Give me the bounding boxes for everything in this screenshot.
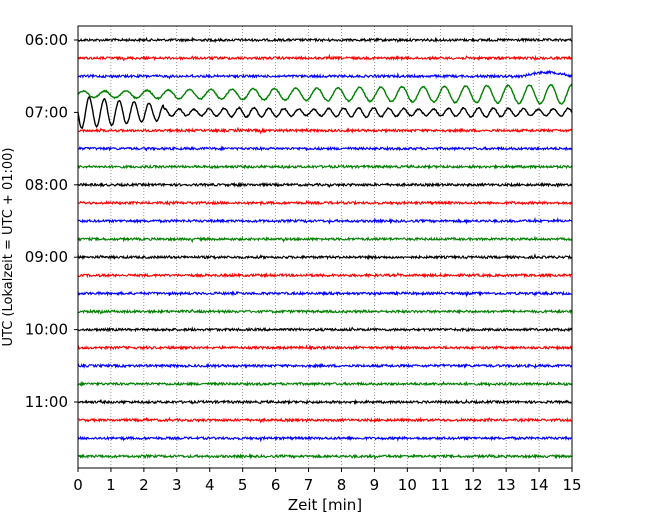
trace-06:15	[77, 53, 573, 62]
trace-11:15	[77, 416, 573, 424]
traces	[77, 36, 573, 461]
trace-06:45	[77, 83, 573, 105]
x-tick-label-0: 0	[73, 476, 83, 494]
trace-08:15	[77, 199, 573, 207]
x-axis-ticks: 0 1 2 3 4 5 6 7 8 9 10 11 12 13 14 15	[73, 468, 582, 494]
trace-09:00	[77, 253, 573, 261]
x-tick-label-12: 12	[464, 476, 483, 494]
trace-07:00	[77, 96, 573, 130]
trace-11:30	[77, 435, 573, 443]
x-tick-label-10: 10	[398, 476, 417, 494]
x-tick-label-8: 8	[337, 476, 347, 494]
trace-08:45	[77, 235, 573, 244]
trace-07:30	[77, 145, 573, 152]
trace-11:45	[77, 453, 573, 461]
x-tick-label-2: 2	[139, 476, 149, 494]
y-tick-label-11:00: 11:00	[25, 393, 68, 411]
x-axis-label: Zeit [min]	[288, 496, 362, 514]
trace-06:30	[77, 69, 573, 80]
trace-09:30	[77, 290, 573, 298]
trace-07:15	[77, 126, 573, 135]
x-tick-label-15: 15	[562, 476, 581, 494]
x-tick-label-14: 14	[530, 476, 549, 494]
trace-10:00	[77, 326, 573, 333]
x-tick-label-1: 1	[106, 476, 116, 494]
x-tick-label-13: 13	[497, 476, 516, 494]
x-tick-label-3: 3	[172, 476, 182, 494]
trace-08:30	[77, 216, 573, 225]
trace-09:45	[77, 308, 573, 315]
y-tick-label-10:00: 10:00	[25, 321, 68, 339]
x-tick-label-7: 7	[304, 476, 314, 494]
trace-10:30	[77, 362, 573, 370]
trace-08:00	[77, 181, 573, 189]
trace-06:00	[77, 36, 573, 44]
y-tick-label-07:00: 07:00	[25, 103, 68, 121]
x-tick-label-11: 11	[431, 476, 450, 494]
y-tick-label-09:00: 09:00	[25, 248, 68, 266]
plot-frame	[77, 25, 573, 469]
trace-10:15	[77, 344, 573, 351]
y-tick-label-06:00: 06:00	[25, 31, 68, 49]
trace-11:00	[77, 398, 573, 406]
x-tick-label-9: 9	[370, 476, 380, 494]
y-tick-label-08:00: 08:00	[25, 176, 68, 194]
trace-09:15	[77, 271, 573, 279]
x-tick-label-6: 6	[271, 476, 281, 494]
y-axis-ticks: 06:00 07:00 08:00 09:00 10:00 11:00	[25, 31, 78, 411]
x-tick-label-4: 4	[205, 476, 215, 494]
trace-10:45	[77, 380, 573, 388]
x-tick-label-5: 5	[238, 476, 248, 494]
y-axis-label: UTC (Lokalzeit = UTC + 01:00)	[1, 148, 16, 347]
trace-07:45	[77, 163, 573, 170]
